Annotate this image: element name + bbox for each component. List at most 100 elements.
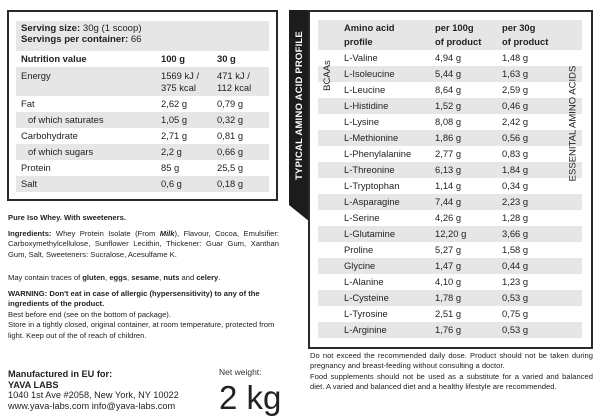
value-30g: 1,58 g bbox=[502, 244, 529, 255]
value-100g: 12,20 g bbox=[435, 228, 467, 239]
value-30g: 471 kJ / bbox=[217, 70, 250, 81]
amino-row: L-Methionine 1,86 g 0,56 g bbox=[318, 130, 582, 146]
nutrient-name: Fat bbox=[21, 98, 35, 109]
essential-label: ESSENITAL AMINO ACIDS bbox=[565, 51, 581, 196]
storage-1: Best before end (see on the bottom of pa… bbox=[8, 309, 171, 319]
amino-name: Glycine bbox=[344, 260, 376, 271]
allergen: sesame bbox=[131, 273, 160, 282]
header: of product bbox=[502, 36, 549, 47]
nutrient-name: Carbohydrate bbox=[21, 130, 78, 141]
value-30g: 0,79 g bbox=[217, 98, 244, 109]
amino-row: L-Cysteine 1,78 g 0,53 g bbox=[318, 290, 582, 306]
value-100g: 8,64 g bbox=[435, 84, 462, 95]
disclaimer-2: Food supplements should not be used as a… bbox=[310, 371, 593, 392]
value-30g: 0,34 g bbox=[502, 180, 529, 191]
amino-name: L-Alanine bbox=[344, 276, 384, 287]
warning-storage: WARNING: Don't eat in case of allergic (… bbox=[8, 289, 280, 341]
servings-label: Servings per container: bbox=[21, 34, 129, 45]
value-100g: 2,2 g bbox=[161, 146, 182, 157]
header: of product bbox=[435, 36, 482, 47]
value-100g: 1,86 g bbox=[435, 132, 462, 143]
amino-name: L-Tryptophan bbox=[344, 180, 400, 191]
value-100g: 1,47 g bbox=[435, 260, 462, 271]
value-30g: 0,81 g bbox=[217, 130, 244, 141]
value-30g: 0,56 g bbox=[502, 132, 529, 143]
value-100g: 4,94 g bbox=[435, 52, 462, 63]
header: 30 g bbox=[217, 53, 236, 64]
allergen: celery bbox=[196, 273, 219, 282]
amino-row: L-Glutamine 12,20 g 3,66 g bbox=[318, 226, 582, 242]
value-100g: 2,71 g bbox=[161, 130, 188, 141]
amino-name: L-Asparagine bbox=[344, 196, 400, 207]
nutrient-name: Salt bbox=[21, 178, 38, 189]
value-100g: 375 kcal bbox=[161, 82, 196, 93]
amino-name: Proline bbox=[344, 244, 374, 255]
allergen: gluten bbox=[82, 273, 106, 282]
value-100g: 2,51 g bbox=[435, 308, 462, 319]
amino-name: L-Lysine bbox=[344, 116, 380, 127]
amino-name: L-Cysteine bbox=[344, 292, 389, 303]
allergen: nuts bbox=[163, 273, 180, 282]
warning: WARNING: Don't eat in case of allergic (… bbox=[8, 289, 260, 309]
value-100g: 6,13 g bbox=[435, 164, 462, 175]
nutrient-name: Energy bbox=[21, 70, 51, 81]
header: 100 g bbox=[161, 53, 185, 64]
nutrition-row: Fat 2,62 g 0,79 g bbox=[16, 96, 269, 112]
value-30g: 1,28 g bbox=[502, 212, 529, 223]
amino-name: L-Phenylalanine bbox=[344, 148, 412, 159]
value-100g: 5,27 g bbox=[435, 244, 462, 255]
value-100g: 85 g bbox=[161, 162, 180, 173]
amino-row: L-Serine 4,26 g 1,28 g bbox=[318, 210, 582, 226]
ingredients-label: Ingredients: bbox=[8, 229, 52, 238]
value-30g: 0,83 g bbox=[502, 148, 529, 159]
nutrition-table: Serving size: 30g (1 scoop) Servings per… bbox=[7, 10, 278, 201]
value-30g: 3,66 g bbox=[502, 228, 529, 239]
amino-row: L-Isoleucine 5,44 g 1,63 g bbox=[318, 66, 582, 82]
value-100g: 7,44 g bbox=[435, 196, 462, 207]
disclaimer-1: Do not exceed the recommended daily dose… bbox=[310, 351, 593, 371]
manufacturer-contact: www.yava-labs.com info@yava-labs.com bbox=[8, 400, 176, 411]
nutrient-name: of which saturates bbox=[28, 114, 104, 125]
value-100g: 1,14 g bbox=[435, 180, 462, 191]
value-100g: 4,26 g bbox=[435, 212, 462, 223]
header: profile bbox=[344, 36, 373, 47]
allergen-milk: Milk bbox=[159, 229, 175, 238]
ingredients: Ingredients: Whey Protein Isolate (From … bbox=[8, 229, 279, 260]
value-100g: 5,44 g bbox=[435, 68, 462, 79]
traces-text: May contain traces of bbox=[8, 273, 83, 282]
disclaimer: Do not exceed the recommended daily dose… bbox=[310, 351, 593, 393]
nutrient-name: of which sugars bbox=[28, 146, 94, 157]
servings: 66 bbox=[130, 34, 142, 45]
value-30g: 1,23 g bbox=[502, 276, 529, 287]
bcaa-text: BCAAs bbox=[321, 59, 333, 91]
value-30g: 1,48 g bbox=[502, 52, 529, 63]
header: per 30g bbox=[502, 22, 536, 33]
amino-row: L-Histidine 1,52 g 0,46 g bbox=[318, 98, 582, 114]
value-100g: 2,77 g bbox=[435, 148, 462, 159]
nutrient-name: Protein bbox=[21, 162, 51, 173]
nutrition-row: of which saturates 1,05 g 0,32 g bbox=[16, 112, 269, 128]
nutrition-row: Energy 1569 kJ / 375 kcal 471 kJ / 112 k… bbox=[16, 67, 269, 96]
amino-row: L-Asparagine 7,44 g 2,23 g bbox=[318, 194, 582, 210]
amino-row: L-Alanine 4,10 g 1,23 g bbox=[318, 274, 582, 290]
value-30g: 1,84 g bbox=[502, 164, 529, 175]
amino-name: L-Arginine bbox=[344, 324, 387, 335]
amino-name: L-Histidine bbox=[344, 100, 389, 111]
amino-name: L-Threonine bbox=[344, 164, 395, 175]
value-100g: 1,05 g bbox=[161, 114, 188, 125]
value-30g: 2,23 g bbox=[502, 196, 529, 207]
serving-info: Serving size: 30g (1 scoop) Servings per… bbox=[16, 21, 269, 51]
value-30g: 0,66 g bbox=[217, 146, 244, 157]
header: Nutrition value bbox=[21, 53, 87, 64]
amino-name: L-Valine bbox=[344, 52, 378, 63]
tab-title: TYPICAL AMINO ACID PROFILE bbox=[294, 30, 305, 180]
nutrition-row: Carbohydrate 2,71 g 0,81 g bbox=[16, 128, 269, 144]
amino-row: L-Leucine 8,64 g 2,59 g bbox=[318, 82, 582, 98]
value-30g: 0,53 g bbox=[502, 324, 529, 335]
header: per 100g bbox=[435, 22, 474, 33]
nutrition-row: Protein 85 g 25,5 g bbox=[16, 160, 269, 176]
traces-text: and bbox=[179, 273, 197, 282]
amino-row: Glycine 1,47 g 0,44 g bbox=[318, 258, 582, 274]
amino-row: L-Tryptophan 1,14 g 0,34 g bbox=[318, 178, 582, 194]
value-30g: 25,5 g bbox=[217, 162, 244, 173]
